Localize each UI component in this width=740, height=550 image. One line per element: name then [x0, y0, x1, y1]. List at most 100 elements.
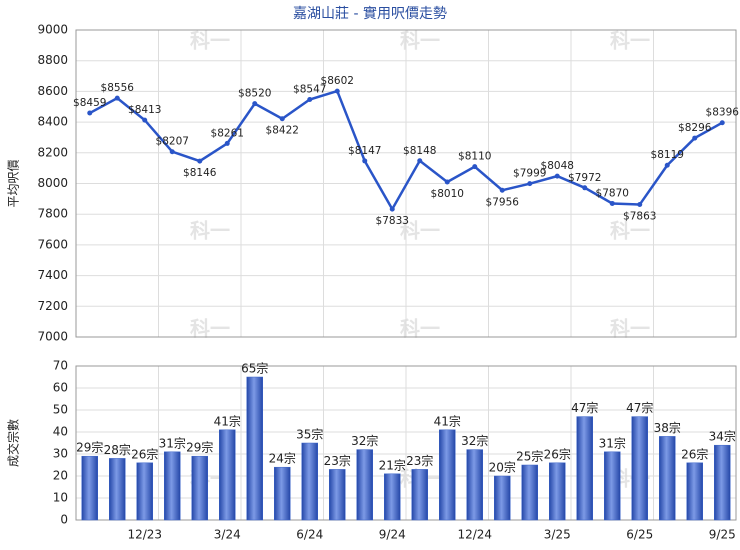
- value-label: 29宗: [186, 440, 213, 455]
- bar: [329, 469, 346, 521]
- value-label: $8413: [128, 104, 161, 116]
- watermark: 科一: [190, 219, 230, 243]
- point: [334, 88, 340, 94]
- point: [444, 179, 450, 185]
- y-axis-label: 成交宗數: [6, 419, 21, 467]
- point: [224, 140, 230, 146]
- plot-frame: [75, 29, 737, 338]
- value-label: 24宗: [269, 451, 296, 466]
- y-tick-label: 8200: [37, 145, 68, 159]
- x-tick-label: 6/24: [296, 528, 323, 542]
- watermark: 科一: [190, 29, 230, 53]
- line: [89, 89, 723, 212]
- watermark: 科一: [400, 29, 440, 53]
- point: [582, 185, 588, 191]
- y-tick-label: 7600: [37, 237, 68, 251]
- y-tick-label: 7200: [37, 299, 68, 313]
- y-tick-label: 8400: [37, 115, 68, 129]
- value-label: $8547: [293, 84, 326, 96]
- point: [169, 149, 175, 155]
- y-tick-label: 9000: [37, 23, 68, 37]
- bar: [356, 449, 373, 521]
- x-tick-label: 12/23: [127, 528, 162, 542]
- value-label: $8207: [156, 136, 189, 148]
- value-label: $8147: [348, 145, 381, 157]
- value-label: $8296: [678, 122, 712, 134]
- y-tick-label: 8600: [37, 84, 68, 98]
- value-label: 41宗: [434, 413, 461, 428]
- value-label: $8556: [101, 82, 135, 94]
- bar: [604, 451, 621, 521]
- value-label: 31宗: [599, 435, 626, 450]
- y-tick-label: 20: [53, 469, 68, 483]
- point: [664, 162, 670, 168]
- value-label: 65宗: [241, 361, 268, 376]
- y-tick-label: 7400: [37, 268, 68, 282]
- point: [279, 116, 285, 122]
- point: [87, 110, 93, 116]
- value-label: 20宗: [489, 460, 516, 475]
- bar: [549, 462, 566, 521]
- value-label: 26宗: [681, 446, 708, 461]
- value-label: $7833: [376, 215, 409, 227]
- bar: [494, 475, 511, 521]
- bar: [136, 462, 153, 521]
- x-tick-label: 6/25: [626, 528, 653, 542]
- x-tick-label: 3/24: [214, 528, 241, 542]
- point: [692, 135, 698, 141]
- bar: [274, 466, 291, 521]
- watermark: 科一: [610, 219, 650, 243]
- y-tick-label: 70: [53, 359, 68, 373]
- value-label: 31宗: [159, 435, 186, 450]
- value-label: $8146: [183, 167, 217, 179]
- y-tick-label: 7800: [37, 207, 68, 221]
- point: [417, 158, 423, 164]
- point: [114, 95, 120, 101]
- point: [142, 117, 148, 123]
- point: [527, 181, 533, 187]
- bar: [246, 376, 263, 521]
- value-label: 47宗: [626, 400, 653, 415]
- bar: [521, 464, 538, 521]
- x-tick-label: 12/24: [457, 528, 492, 542]
- x-tick-label: 3/25: [544, 528, 571, 542]
- value-label: 28宗: [104, 442, 131, 457]
- bar: [631, 416, 648, 521]
- point: [197, 158, 203, 164]
- value-label: $7870: [596, 187, 629, 199]
- value-label: 26宗: [544, 446, 571, 461]
- bar: [466, 449, 483, 521]
- x-tick-label: 9/24: [379, 528, 406, 542]
- y-axis-label: 平均呎價: [7, 159, 21, 207]
- value-label: 34宗: [709, 429, 736, 444]
- y-tick-label: 60: [53, 381, 68, 395]
- value-label: $7972: [568, 172, 601, 184]
- value-label: $8261: [211, 127, 244, 139]
- watermark: 科一: [610, 29, 650, 53]
- value-label: $7863: [623, 211, 656, 223]
- bar: [686, 462, 703, 521]
- value-label: $8010: [431, 188, 464, 200]
- value-label: 26宗: [131, 446, 158, 461]
- chart-title: 嘉湖山莊 - 實用呎價走勢: [293, 5, 447, 22]
- value-label: 25宗: [516, 449, 543, 464]
- bar: [164, 451, 181, 521]
- value-label: $8520: [238, 88, 271, 100]
- point: [472, 164, 478, 170]
- value-label: 47宗: [571, 400, 598, 415]
- point: [637, 202, 643, 208]
- bar: [219, 429, 236, 521]
- bar: [411, 469, 428, 521]
- value-label: $7999: [513, 168, 546, 180]
- value-label: 32宗: [461, 433, 488, 448]
- value-label: $8110: [458, 151, 491, 163]
- value-label: $8602: [321, 75, 354, 87]
- y-tick-label: 8000: [37, 176, 68, 190]
- y-tick-label: 10: [53, 491, 68, 505]
- value-label: $8459: [73, 97, 106, 109]
- y-tick-label: 30: [53, 447, 68, 461]
- point: [252, 101, 258, 107]
- value-label: $8396: [706, 107, 740, 119]
- bar: [659, 436, 676, 521]
